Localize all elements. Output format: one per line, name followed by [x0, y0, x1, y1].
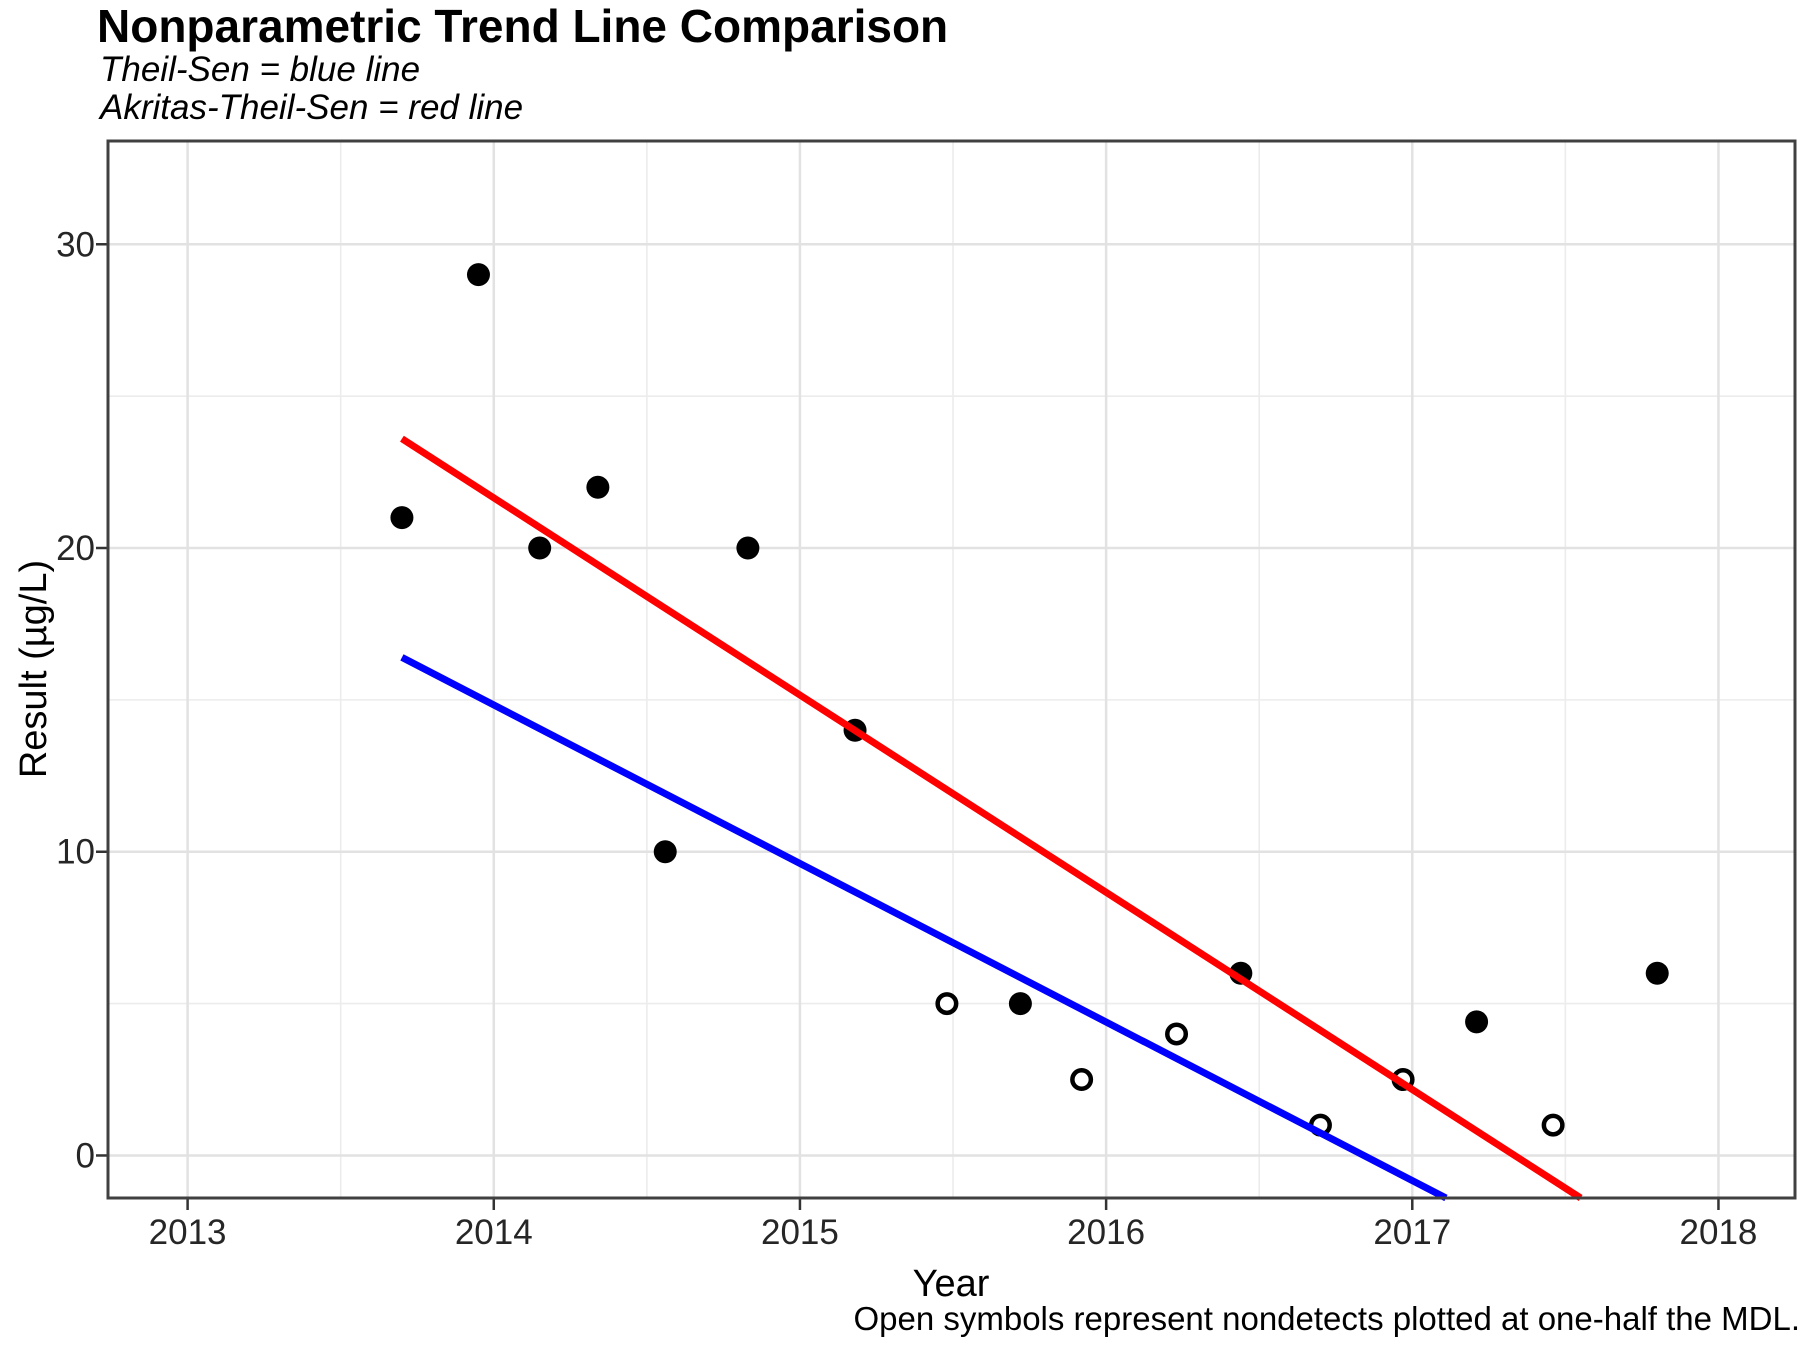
data-point-detect — [586, 475, 610, 499]
data-point-detect — [1465, 1010, 1489, 1034]
x-tick-label: 2013 — [149, 1213, 227, 1252]
y-tick-label: 20 — [56, 529, 95, 568]
chart-subtitle-theil-sen: Theil-Sen = blue line — [100, 50, 421, 89]
y-tick-label: 10 — [56, 833, 95, 872]
trend-line-akritas-theil-sen — [400, 435, 1583, 1201]
data-point-detect — [1645, 961, 1669, 985]
data-point-detect — [466, 263, 490, 287]
x-axis-title: Year — [913, 1263, 990, 1305]
data-point-nondetect — [1070, 1068, 1094, 1092]
x-tick-label: 2015 — [761, 1213, 839, 1252]
data-point-nondetect — [1165, 1022, 1189, 1046]
y-axis-title: Result (µg/L) — [13, 560, 55, 778]
data-points — [390, 263, 1669, 1137]
x-tick-label: 2018 — [1680, 1213, 1758, 1252]
x-tick-label: 2014 — [455, 1213, 533, 1252]
y-tick-label: 0 — [76, 1136, 95, 1175]
y-tick-label: 30 — [56, 225, 95, 264]
caption: Open symbols represent nondetects plotte… — [853, 1300, 1800, 1337]
axis-ticks — [96, 243, 1720, 1210]
panel-border — [106, 139, 1797, 1200]
data-point-nondetect — [1541, 1113, 1565, 1137]
x-tick-label: 2016 — [1067, 1213, 1145, 1252]
axis-tick-labels: 2013 2014 2015 2016 2017 2018 0 10 20 30 — [56, 225, 1757, 1252]
x-tick-label: 2017 — [1373, 1213, 1451, 1252]
data-point-detect — [390, 506, 414, 530]
chart-subtitle-akritas-theil-sen: Akritas-Theil-Sen = red line — [100, 88, 524, 127]
data-point-nondetect — [935, 992, 959, 1016]
chart-title: Nonparametric Trend Line Comparison — [97, 0, 949, 52]
data-point-detect — [736, 536, 760, 560]
gridlines — [108, 141, 1795, 1198]
data-point-detect — [653, 840, 677, 864]
data-point-detect — [528, 536, 552, 560]
trend-lines — [400, 435, 1583, 1202]
trend-line-theil-sen — [400, 654, 1448, 1202]
data-point-detect — [1008, 992, 1032, 1016]
